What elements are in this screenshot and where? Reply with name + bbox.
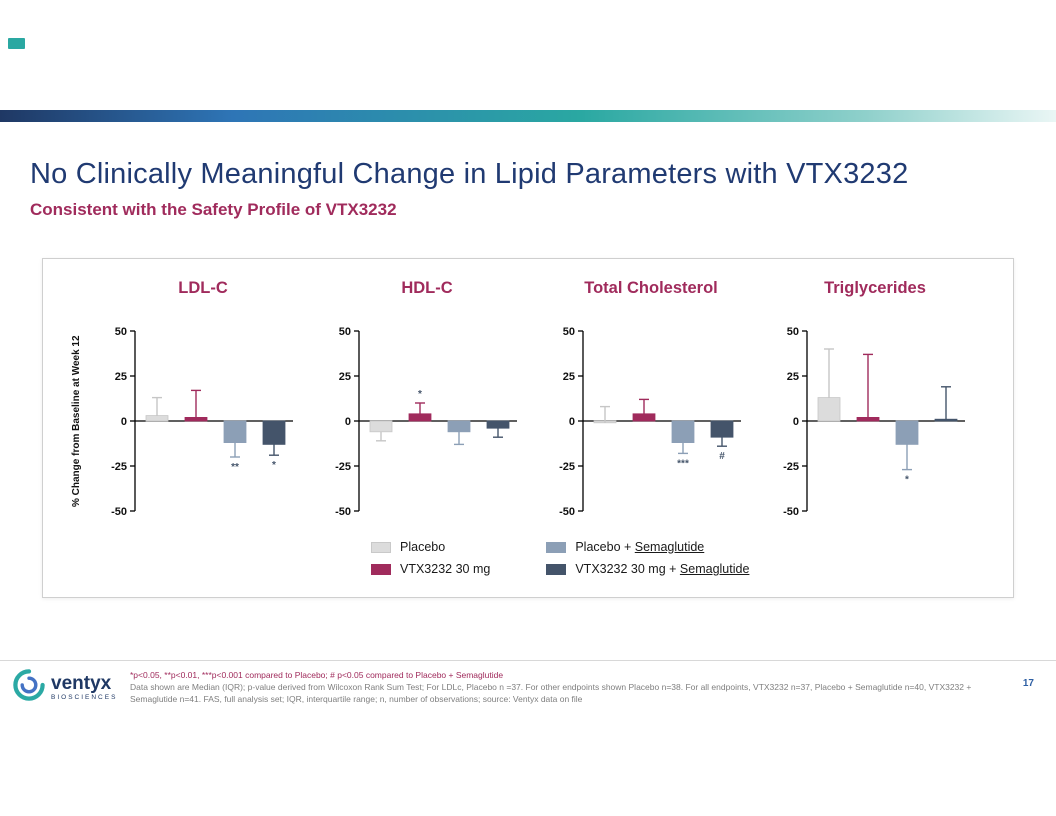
corner-accent (8, 38, 25, 49)
ventyx-logo: ventyx BIOSCIENCES (12, 668, 120, 707)
significance-marker: * (272, 460, 276, 471)
ventyx-logo-icon (12, 668, 46, 707)
bar (184, 417, 208, 422)
tick-label: 0 (793, 416, 799, 428)
tick-label: 0 (121, 416, 127, 428)
chart-panel: % Change from Baseline at Week 12 LDL-C … (42, 258, 1014, 598)
legend-item: VTX3232 30 mg + Semaglutide (546, 562, 749, 576)
legend-item: Placebo (371, 540, 490, 554)
tick-label: -25 (559, 461, 575, 473)
bar (486, 420, 510, 429)
bar-chart: 50 25 0 -25 -50 * (335, 326, 517, 518)
bar (632, 413, 656, 422)
significance-marker: * (418, 389, 422, 400)
chart-title-ldl-c: LDL-C (178, 279, 228, 297)
legend-swatch (371, 541, 391, 553)
chart-plot-triglycerides: 50 25 0 -25 -50 * (769, 319, 979, 524)
chart-legend: Placebo VTX3232 30 mg Placebo + Semaglutid… (371, 536, 987, 580)
bar (262, 420, 286, 445)
tick-label: -50 (559, 506, 575, 518)
chart-plot-total-cholesterol: 50 25 0 -25 -50 *** # (545, 319, 755, 524)
tick-label: 25 (787, 371, 799, 383)
legend-label: VTX3232 30 mg (400, 562, 491, 576)
chart-plot-hdl-c: 50 25 0 -25 -50 * (321, 319, 531, 524)
tick-label: 50 (339, 326, 351, 338)
bar-chart: 50 25 0 -25 -50 *** # (559, 326, 741, 518)
legend-item: Placebo + Semaglutide (546, 540, 749, 554)
bar (817, 397, 841, 422)
bar (145, 415, 169, 422)
legend-swatch (371, 563, 391, 575)
chart-plot-ldl-c: 50 25 0 -25 -50 ** * (97, 319, 307, 524)
data-footnote: Data shown are Median (IQR); p-value der… (130, 682, 972, 704)
tick-label: 50 (115, 326, 127, 338)
chart-title-hdl-c: HDL-C (401, 279, 453, 297)
legend-swatch (546, 541, 567, 553)
header-gradient-bar (0, 110, 1056, 122)
legend-item: VTX3232 30 mg (371, 562, 490, 576)
tick-label: -25 (335, 461, 351, 473)
legend-column: Placebo VTX3232 30 mg (371, 536, 490, 580)
legend-label: Placebo (400, 540, 446, 554)
bar (856, 417, 880, 422)
slide-title: No Clinically Meaningful Change in Lipid… (30, 158, 909, 190)
footer: ventyx BIOSCIENCES *p<0.05, **p<0.01, **… (0, 660, 1056, 707)
charts-row: % Change from Baseline at Week 12 LDL-C … (71, 279, 987, 524)
chart-hdl-c: HDL-C 50 25 0 -25 -50 * (321, 279, 533, 524)
footnotes: *p<0.05, **p<0.01, ***p<0.001 compared t… (120, 668, 1000, 706)
tick-label: 25 (339, 371, 351, 383)
chart-title-total-cholesterol: Total Cholesterol (584, 279, 718, 297)
tick-label: -50 (783, 506, 799, 518)
legend-label: Placebo + Semaglutide (575, 540, 705, 554)
chart-triglycerides: Triglycerides 50 25 0 -25 -50 * (769, 279, 981, 524)
tick-label: -25 (783, 461, 799, 473)
chart-title-triglycerides: Triglycerides (824, 279, 926, 297)
bar (223, 420, 247, 444)
tick-label: 0 (569, 416, 575, 428)
bar (671, 420, 695, 444)
bar (710, 420, 734, 438)
bar (447, 420, 471, 433)
page-number: 17 (1022, 678, 1034, 689)
tick-label: -50 (111, 506, 127, 518)
tick-label: 0 (345, 416, 351, 428)
tick-label: -50 (335, 506, 351, 518)
bar-chart: 50 25 0 -25 -50 * (783, 326, 965, 518)
bar (934, 418, 958, 422)
legend-column: Placebo + Semaglutide VTX3232 30 mg + Sem… (546, 536, 749, 580)
chart-ldl-c: LDL-C 50 25 0 -25 -50 ** * (97, 279, 309, 524)
tick-label: 25 (563, 371, 575, 383)
significance-marker: * (905, 475, 909, 486)
tick-label: 25 (115, 371, 127, 383)
significance-marker: ** (231, 462, 239, 473)
logo-subtitle: BIOSCIENCES (51, 694, 118, 701)
tick-label: 50 (563, 326, 575, 338)
significance-footnote: *p<0.05, **p<0.01, ***p<0.001 compared t… (130, 670, 504, 680)
significance-marker: # (719, 451, 725, 462)
bar (408, 413, 432, 422)
bar (895, 420, 919, 445)
logo-name: ventyx (51, 673, 112, 694)
tick-label: -25 (111, 461, 127, 473)
legend-swatch (546, 563, 567, 575)
legend-label: VTX3232 30 mg + Semaglutide (575, 562, 750, 576)
significance-marker: *** (677, 458, 689, 469)
y-axis-label: % Change from Baseline at Week 12 (71, 335, 82, 507)
ventyx-logo-text: ventyx BIOSCIENCES (51, 674, 117, 701)
tick-label: 50 (787, 326, 799, 338)
bar (369, 420, 393, 433)
slide-subtitle: Consistent with the Safety Profile of VT… (30, 200, 397, 219)
chart-total-cholesterol: Total Cholesterol 50 25 0 -25 -50 *** # (545, 279, 757, 524)
